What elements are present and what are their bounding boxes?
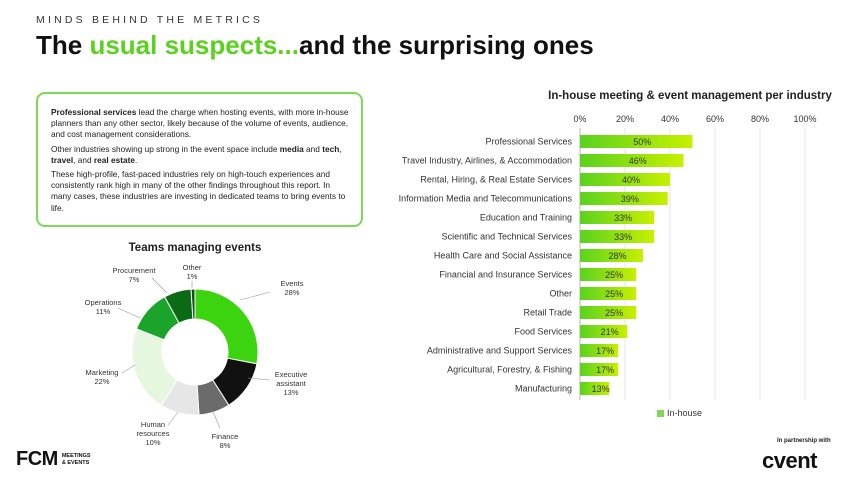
bar-value-label: 33% [614,232,632,242]
callout-paragraph-3: These high-profile, fast-paced industrie… [51,169,346,213]
category-label: Administrative and Support Services [427,346,573,356]
leader-exec [247,377,271,381]
callout-bold-professional: Professional services [51,107,137,117]
bar [580,135,693,148]
bar [580,306,637,319]
bar [580,287,637,300]
leader-hr [167,411,179,426]
slice-label-operations: Operations 11% [85,298,122,316]
callout-text: , and [73,154,94,165]
slice-label-events: Events 28% [281,279,304,297]
callout-text: , [339,143,342,154]
slice-label-other: Other 1% [183,263,202,281]
eyebrow-label: MINDS BEHIND THE METRICS [36,14,264,26]
bar [580,344,619,357]
leader-marketing [121,364,136,374]
fcm-logo: FCM MEETINGS & EVENTS [16,448,91,471]
legend-swatch [657,409,664,417]
bar [580,363,619,376]
category-label: Food Services [514,327,572,337]
bar-value-label: 28% [608,251,626,261]
leader-operations [117,307,141,319]
callout-bold-tech: tech [322,143,340,154]
category-label: Financial and Insurance Services [439,270,572,280]
category-label: Information Media and Telecommunications [399,194,573,204]
callout-box: Professional services lead the charge wh… [36,92,363,227]
callout-text: lead the charge when hosting events, wit… [51,107,349,140]
callout-text: . [134,154,138,165]
bar [580,211,655,224]
bar-chart-title: In-house meeting & event management per … [548,90,832,102]
slice-label-procurement: Procurement 7% [113,266,157,284]
category-label: Travel Industry, Airlines, & Accommodati… [402,156,572,166]
callout-bold-travel: travel [51,154,74,165]
bar-value-label: 17% [596,365,614,375]
callout-text: and [303,143,323,154]
category-label: Health Care and Social Assistance [434,251,572,261]
donut-chart-title: Teams managing events [128,242,262,254]
x-tick-label: 40% [661,114,679,124]
bar-legend: In-house [657,408,702,418]
leader-events [239,291,271,301]
x-tick-label: 20% [616,114,634,124]
bar [580,325,628,338]
slice-label-finance: Finance 8% [212,432,239,450]
category-label: Professional Services [485,137,572,147]
fcm-logo-sub: MEETINGS & EVENTS [62,453,91,466]
slice-label-marketing: Marketing 22% [86,368,119,386]
slice-label-human-resources: Human resources 10% [137,420,170,447]
callout-bold-media: media [279,143,304,154]
category-label: Manufacturing [515,384,572,394]
bar [580,268,637,281]
callout-paragraph-1: Professional services lead the charge wh… [51,107,349,141]
category-label: Scientific and Technical Services [442,232,573,242]
bar-value-label: 13% [592,384,610,394]
category-label: Rental, Hiring, & Real Estate Services [420,175,572,185]
bar [580,154,684,167]
bar-value-label: 21% [601,327,619,337]
partner-label: In partnership with [777,438,831,444]
fcm-sub-line-1: MEETINGS [61,453,91,459]
bar-value-label: 25% [605,289,623,299]
callout-text: Other industries showing up strong in th… [51,143,280,154]
fcm-logo-mark: FCM [16,448,58,470]
bar-value-label: 25% [605,270,623,280]
slice-label-executive-assistant: Executive assistant 13% [275,370,308,397]
x-tick-label: 0% [573,114,586,124]
bar [580,249,643,262]
cvent-logo: cvent [762,448,817,473]
category-label: Other [549,289,572,299]
title-part1: The [36,30,90,60]
bar-value-label: 50% [633,137,651,147]
title-highlight: usual suspects... [89,30,299,60]
bar [580,173,670,186]
leader-finance [212,411,221,429]
legend-label: In-house [667,408,703,418]
bar [580,230,655,243]
donut-slice-other [190,288,196,320]
x-tick-label: 80% [751,114,769,124]
bar-value-label: 25% [605,308,623,318]
bar [580,382,610,395]
bar-value-label: 17% [596,346,614,356]
x-tick-label: 60% [706,114,724,124]
leader-procurement [151,277,168,294]
callout-bold-real-estate: real estate [93,154,135,165]
category-label: Retail Trade [523,308,572,318]
category-label: Education and Training [480,213,572,223]
title-part2: and the surprising ones [298,30,594,60]
page-title: The usual suspects...and the surprising … [36,30,594,61]
category-label: Agricultural, Forestry, & Fishing [447,365,572,375]
x-tick-label: 100% [793,114,816,124]
bar-value-label: 33% [614,213,632,223]
bar-value-label: 46% [629,156,647,166]
bar-value-label: 39% [621,194,639,204]
bar-value-label: 40% [622,175,640,185]
callout-paragraph-2: Other industries showing up strong in th… [51,144,349,166]
bar [580,192,668,205]
fcm-sub-line-2: & EVENTS [61,459,90,466]
